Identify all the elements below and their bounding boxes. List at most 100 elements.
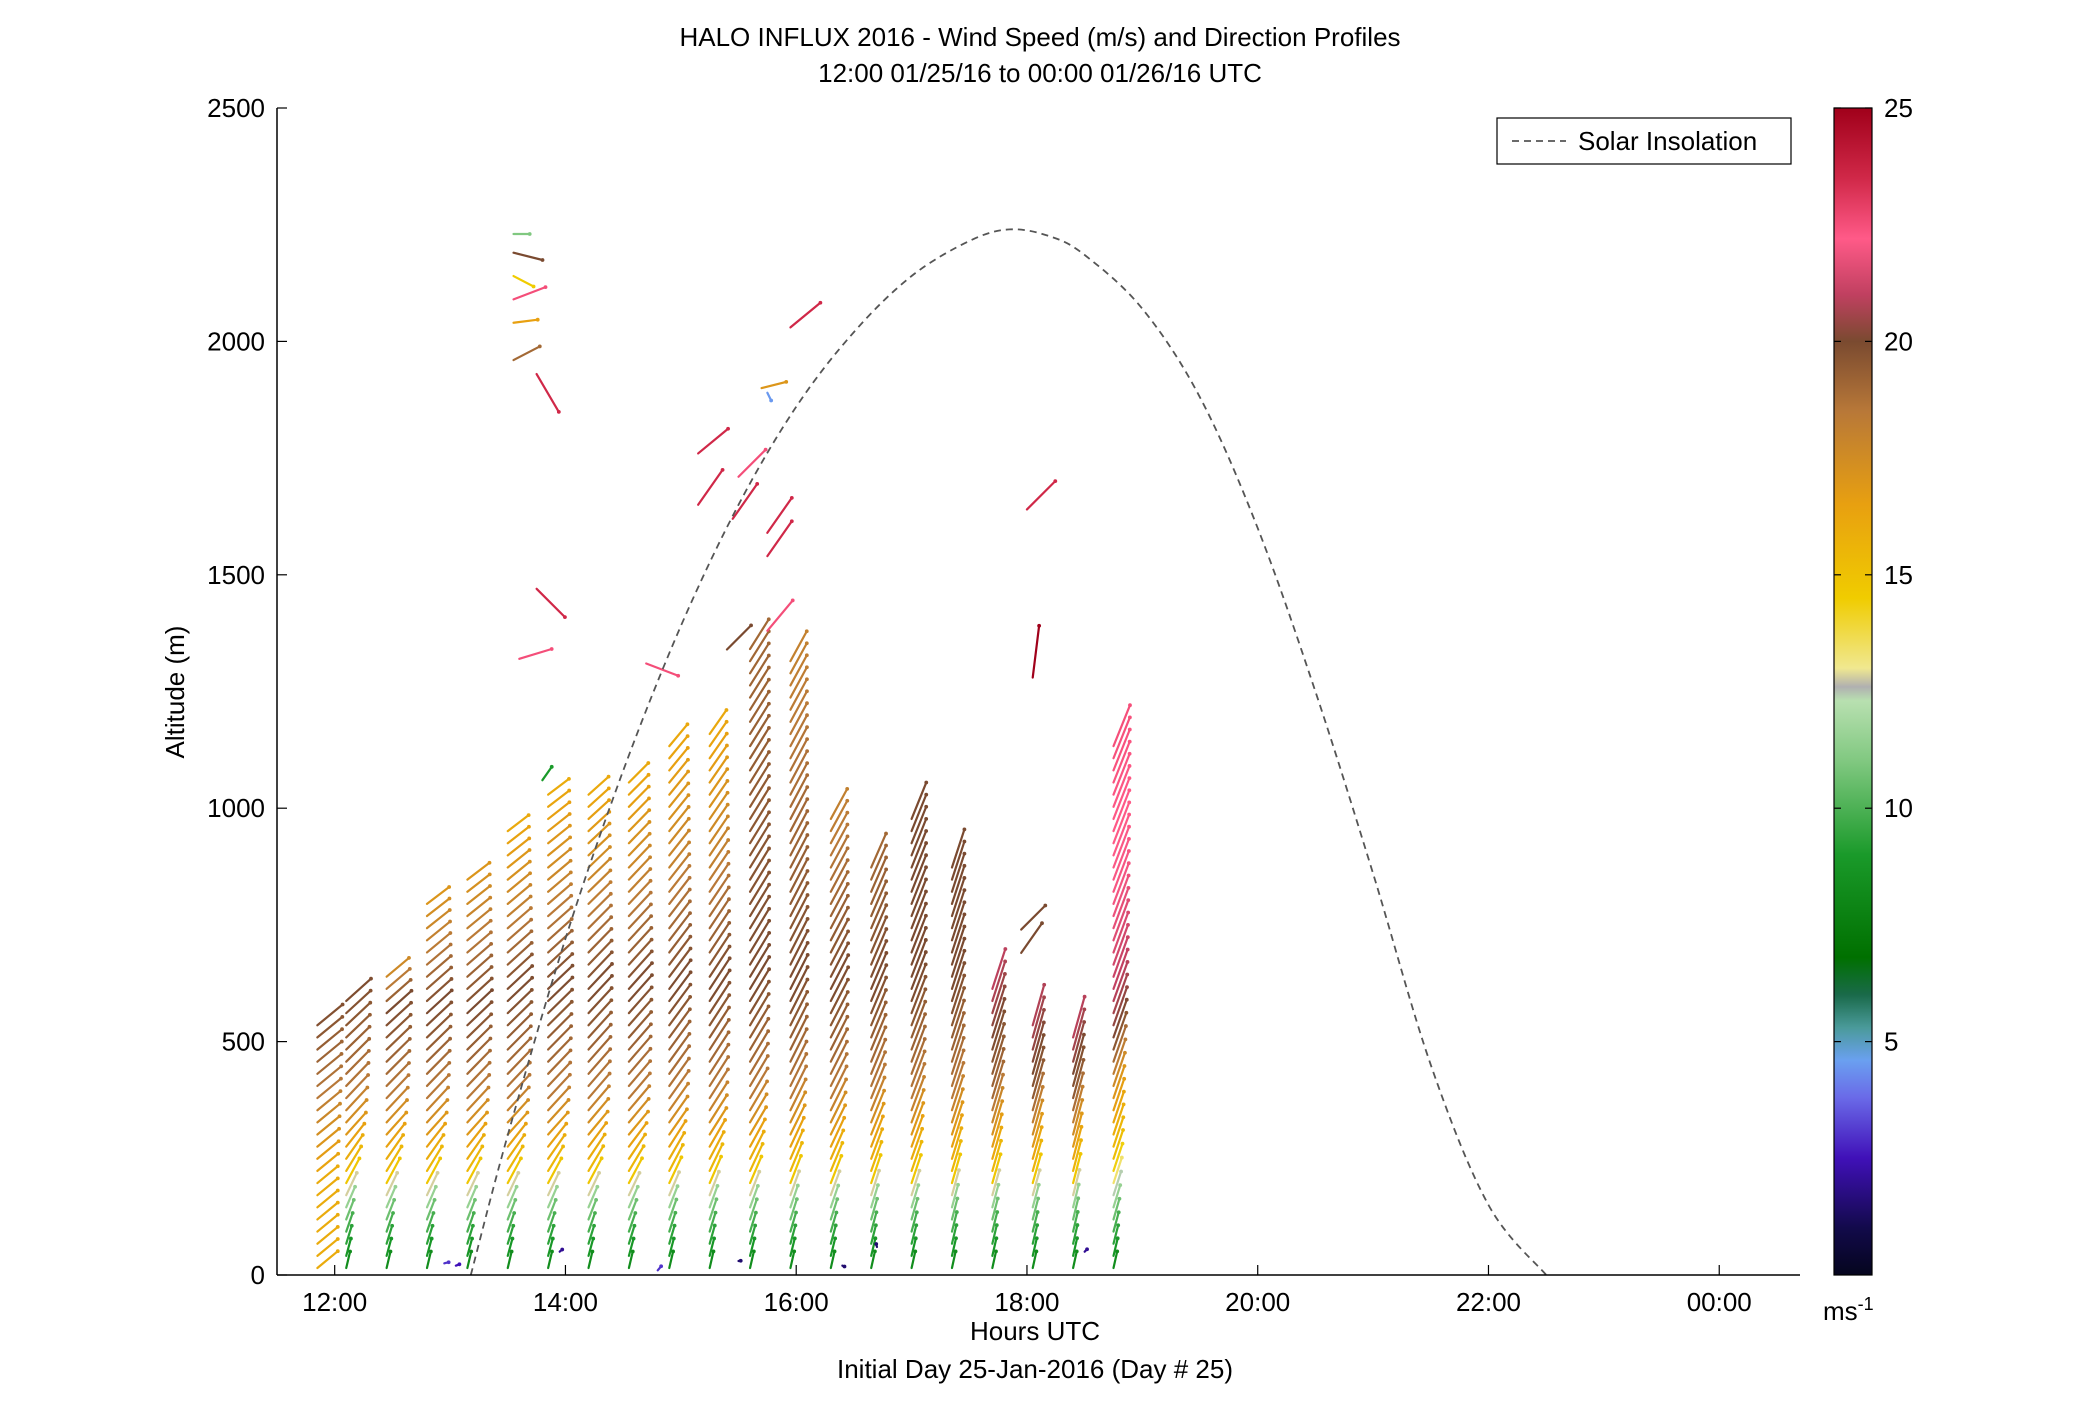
wind-barb-shaft: [991, 1169, 1001, 1197]
wind-barb: [950, 1196, 960, 1221]
wind-barb: [1112, 910, 1131, 954]
wind-barb: [547, 987, 574, 1015]
wind-barb: [991, 1009, 1007, 1051]
wind-barb-shaft: [789, 1250, 796, 1270]
wind-barb-shaft: [789, 702, 809, 736]
wind-barb-head: [876, 1183, 880, 1188]
wind-barb-head: [362, 1121, 367, 1126]
wind-barb-shaft: [1072, 1098, 1084, 1136]
wind-barb-head: [845, 990, 850, 994]
wind-barb: [506, 1236, 515, 1257]
wind-barb-shaft: [587, 974, 614, 1003]
wind-barb-head: [687, 887, 692, 892]
wind-barb: [587, 1170, 602, 1197]
wind-barb-shaft: [789, 869, 809, 905]
wind-barb-head: [565, 1110, 570, 1115]
wind-barb-shaft: [587, 1224, 596, 1245]
wind-barb-head: [609, 1010, 613, 1015]
wind-barb-head: [688, 946, 693, 951]
wind-barb-shaft: [1112, 998, 1128, 1039]
wind-barb: [506, 1197, 518, 1221]
wind-barb-shaft: [627, 986, 653, 1015]
wind-barb-shaft: [547, 836, 572, 857]
wind-barb-shaft: [425, 1157, 442, 1185]
wind-barb-shaft: [870, 1102, 885, 1136]
x-tick-label: 00:00: [1687, 1287, 1752, 1317]
wind-barb-shaft: [385, 1237, 393, 1257]
wind-barb-head: [873, 1236, 878, 1241]
wind-barb: [587, 1071, 612, 1100]
wind-barb-head: [757, 1169, 762, 1174]
wind-barb-head: [962, 863, 967, 868]
wind-barb: [870, 939, 889, 978]
wind-barb: [1112, 751, 1132, 796]
wind-barb: [789, 785, 810, 821]
wind-barb: [547, 1249, 554, 1270]
wind-barb: [627, 1046, 653, 1075]
wind-barb-head: [792, 1249, 797, 1254]
wind-barb: [1025, 479, 1058, 511]
wind-barb-shaft: [950, 1169, 961, 1197]
wind-barb-shaft: [587, 845, 612, 869]
wind-barb: [910, 1075, 926, 1112]
wind-barb-head: [962, 827, 967, 832]
wind-barb: [627, 997, 654, 1027]
wind-barb-shaft: [829, 966, 850, 1003]
wind-barb-head: [677, 1170, 681, 1175]
wind-barb-shaft: [748, 931, 771, 966]
wind-barb: [385, 1197, 397, 1221]
wind-barb: [1072, 1182, 1081, 1209]
wind-barb-head: [727, 897, 731, 902]
wind-barb: [518, 647, 554, 660]
wind-barb-shaft: [748, 871, 771, 905]
wind-barb-shaft: [627, 1110, 650, 1136]
wind-barb-head: [845, 1039, 849, 1044]
wind-barb-head: [608, 1022, 613, 1027]
wind-barb-shaft: [1072, 1197, 1080, 1221]
wind-barb: [708, 944, 732, 978]
wind-barb: [587, 915, 614, 942]
wind-barb-head: [570, 987, 574, 992]
wind-barb: [668, 769, 691, 796]
wind-barb-head: [804, 665, 809, 670]
wind-barb-head: [924, 841, 928, 845]
wind-barb: [668, 1197, 679, 1221]
wind-barb-head: [763, 447, 768, 452]
wind-barb-head: [726, 1067, 730, 1072]
solar-insolation-line: [469, 228, 1547, 1276]
wind-barb: [627, 796, 651, 821]
wind-barb-shaft: [1112, 1103, 1125, 1136]
wind-barb-shaft: [789, 1104, 806, 1136]
wind-barb: [466, 1197, 477, 1221]
wind-barb-shaft: [587, 799, 611, 821]
wind-barb-shaft: [547, 1224, 555, 1245]
wind-barb-shaft: [991, 1224, 998, 1245]
wind-barb-shaft: [870, 1051, 887, 1088]
wind-barb-head: [335, 1237, 340, 1241]
wind-barb: [1112, 861, 1131, 905]
wind-barb-shaft: [1072, 1112, 1083, 1148]
wind-barb-head: [1126, 910, 1131, 915]
wind-barb-shaft: [789, 1170, 801, 1197]
wind-barb: [506, 1121, 528, 1148]
wind-barb-shaft: [1112, 911, 1130, 954]
wind-barb-shaft: [627, 773, 650, 796]
wind-barb-shaft: [829, 1104, 847, 1136]
wind-barb: [829, 1153, 844, 1185]
wind-barb-shaft: [425, 885, 451, 905]
wind-barb-head: [805, 977, 810, 982]
wind-barb: [748, 955, 772, 990]
wind-barb-head: [339, 1064, 344, 1069]
wind-barb-head: [717, 1169, 721, 1174]
wind-barb-head: [755, 1183, 760, 1188]
wind-barb: [789, 689, 809, 723]
wind-barb-shaft: [708, 1106, 728, 1136]
wind-barb: [789, 1249, 797, 1270]
wind-barb: [950, 936, 967, 978]
wind-barb-shaft: [547, 1073, 571, 1100]
wind-barb-shaft: [748, 750, 771, 784]
wind-barb-shaft: [789, 978, 809, 1015]
wind-barb-shaft: [748, 968, 771, 1003]
wind-barb-shaft: [829, 990, 849, 1027]
wind-barb-shaft: [708, 838, 730, 869]
